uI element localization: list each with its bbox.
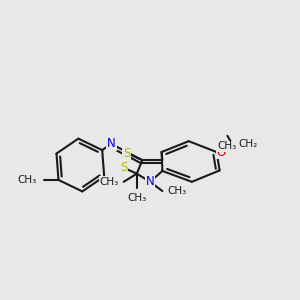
Text: CH₃: CH₃	[167, 186, 186, 196]
Text: O: O	[217, 146, 226, 158]
Text: CH₃: CH₃	[127, 193, 146, 203]
Text: CH₃: CH₃	[218, 141, 237, 151]
Text: N: N	[107, 137, 116, 150]
Text: S: S	[123, 147, 130, 160]
Text: CH₃: CH₃	[100, 177, 119, 187]
Text: S: S	[120, 161, 127, 174]
Text: CH₂: CH₂	[238, 139, 258, 149]
Text: CH₃: CH₃	[18, 175, 37, 185]
Text: N: N	[146, 175, 154, 188]
